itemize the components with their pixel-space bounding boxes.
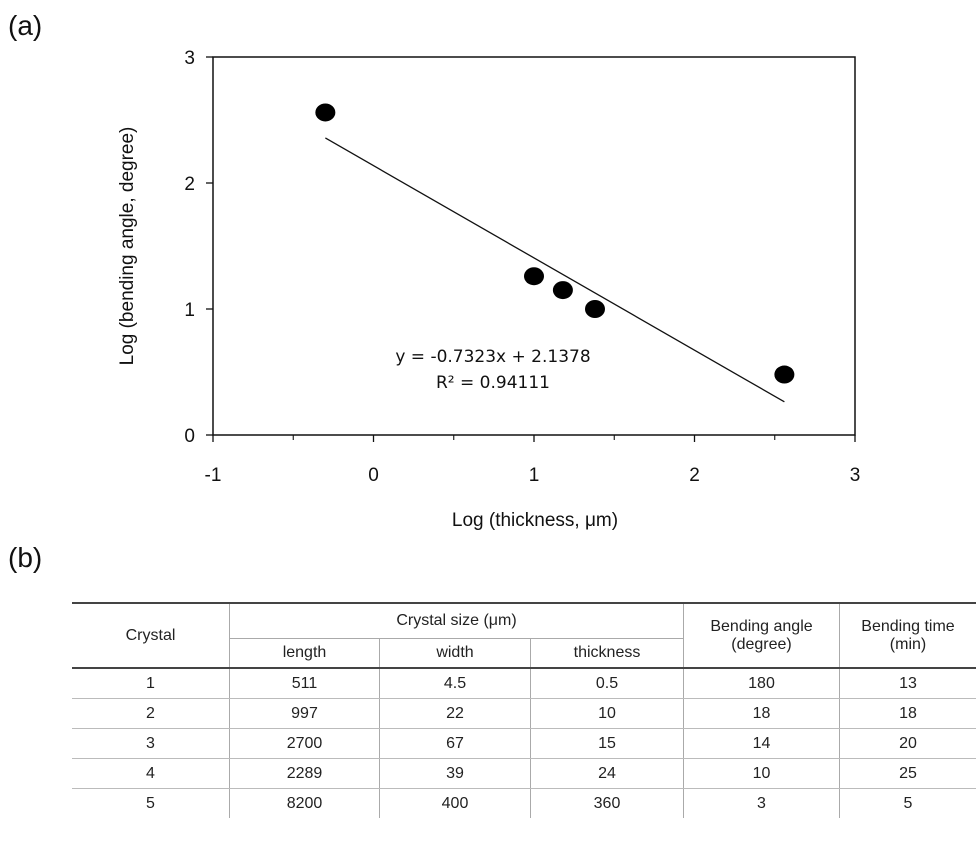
- table-row: 4 2289 39 24 10 25: [72, 758, 976, 789]
- cell-crystal: 2: [72, 698, 230, 729]
- x-axis-tick-labels: -1 0 1 2 3: [205, 465, 861, 486]
- header-bending-angle: Bending angle (degree): [683, 602, 840, 669]
- header-bending-time-line2: (min): [889, 635, 927, 653]
- cell-width: 39: [379, 758, 531, 789]
- cell-length: 2700: [229, 728, 380, 759]
- cell-width: 67: [379, 728, 531, 759]
- scatter-chart: -1 0 1 2 3 0 1 2 3 y = -0.7323x + 2.1378 R² = 0…: [117, 48, 861, 531]
- r-squared-label: R² = 0.94111: [436, 373, 550, 393]
- cell-width: 400: [379, 788, 531, 818]
- trendline-equation: y = -0.7323x + 2.1378: [395, 347, 590, 367]
- table-row: 1 511 4.5 0.5 180 13: [72, 668, 976, 699]
- cell-bending-time: 5: [839, 788, 976, 818]
- cell-thickness: 360: [530, 788, 684, 818]
- data-points: [315, 103, 795, 384]
- y-axis-title: Log (bending angle, degree): [117, 127, 138, 366]
- y-tick-label: 2: [184, 174, 195, 195]
- cell-bending-angle: 14: [683, 728, 840, 759]
- cell-thickness: 24: [530, 758, 684, 789]
- y-tick-label: 3: [184, 48, 195, 69]
- cell-crystal: 1: [72, 668, 230, 699]
- x-tick-label: 0: [368, 465, 379, 486]
- cell-width: 4.5: [379, 668, 531, 699]
- cell-length: 8200: [229, 788, 380, 818]
- header-bending-time: Bending time (min): [839, 602, 976, 669]
- y-tick-label: 1: [184, 300, 195, 321]
- table-row: 2 997 22 10 18 18: [72, 698, 976, 729]
- table-row: 3 2700 67 15 14 20: [72, 728, 976, 759]
- y-axis-ticks: [206, 56, 213, 436]
- header-bending-angle-line2: (degree): [731, 635, 792, 653]
- x-tick-label: -1: [205, 465, 222, 486]
- data-point: [552, 281, 573, 300]
- data-point: [584, 300, 605, 318]
- cell-bending-angle: 180: [683, 668, 840, 699]
- cell-crystal: 5: [146, 794, 155, 812]
- data-point: [774, 365, 795, 384]
- cell-crystal: 4: [72, 758, 230, 789]
- cell-crystal: 3: [72, 728, 230, 759]
- cell-bending-angle: 3: [683, 788, 840, 818]
- panel-label-b: (b): [8, 542, 43, 573]
- crystal-table: Crystal Crystal size (μm) Bending angle …: [72, 602, 976, 818]
- cell-bending-time: 13: [839, 668, 976, 699]
- header-crystal-size: Crystal size (μm): [229, 602, 684, 639]
- y-axis-tick-labels: 0 1 2 3: [184, 48, 195, 447]
- header-bending-angle-line1: Bending angle: [710, 617, 813, 635]
- trendline: [325, 137, 785, 403]
- cell-bending-time: 20: [839, 728, 976, 759]
- x-tick-label: 3: [850, 465, 861, 486]
- header-width: width: [379, 638, 531, 669]
- cell-thickness: 10: [530, 698, 684, 729]
- panel-label-a: (a): [8, 10, 43, 41]
- data-point: [524, 267, 544, 286]
- x-axis-ticks: [212, 435, 856, 442]
- cell-length: 997: [229, 698, 380, 729]
- cell-bending-time: 25: [839, 758, 976, 789]
- cell-length: 511: [229, 668, 380, 699]
- cell-thickness: 0.5: [530, 668, 684, 699]
- y-tick-label: 0: [184, 426, 195, 447]
- cell-thickness: 15: [530, 728, 684, 759]
- cell-bending-time: 18: [839, 698, 976, 729]
- x-tick-label: 1: [529, 465, 540, 486]
- data-point: [315, 103, 336, 122]
- cell-length: 2289: [229, 758, 380, 789]
- x-axis-title: Log (thickness, μm): [452, 510, 618, 531]
- cell-width: 22: [379, 698, 531, 729]
- header-bending-time-line1: Bending time: [861, 617, 955, 635]
- header-thickness: thickness: [530, 638, 684, 669]
- table-row: 5 8200 400 360 3 5: [72, 788, 976, 818]
- x-tick-label: 2: [689, 465, 700, 486]
- cell-bending-angle: 10: [683, 758, 840, 789]
- cell-bending-angle: 18: [683, 698, 840, 729]
- header-length: length: [229, 638, 380, 669]
- header-crystal: Crystal: [72, 602, 230, 669]
